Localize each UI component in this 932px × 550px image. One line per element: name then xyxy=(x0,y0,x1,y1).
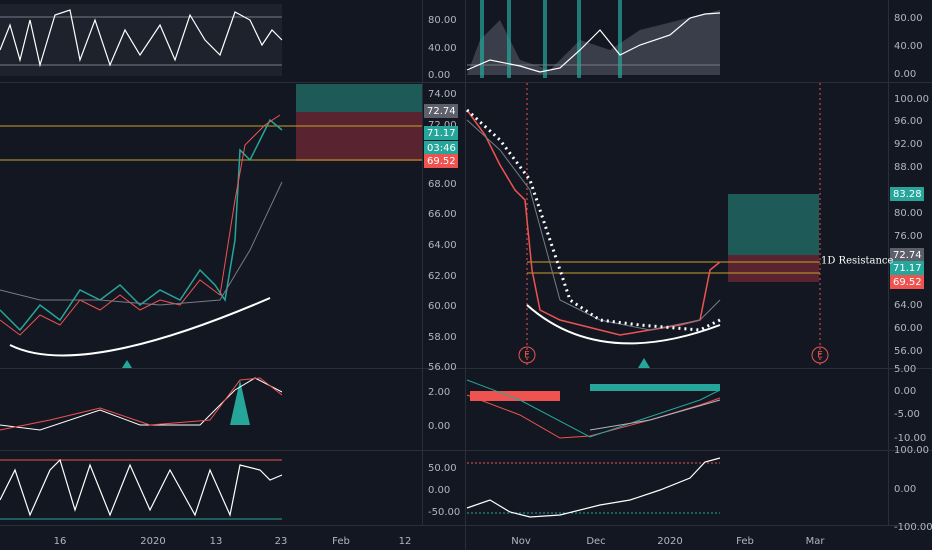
x-axis-label: 16 xyxy=(54,536,67,547)
left-chart-drawing xyxy=(0,4,422,520)
axis-label: 80.00 xyxy=(894,208,923,219)
axis-label: 68.00 xyxy=(428,179,457,190)
price-tag-label: 72.74 xyxy=(893,250,922,261)
price-tag-label: 71.17 xyxy=(427,128,456,139)
axis-label: -50.00 xyxy=(428,507,460,518)
price-tag-label: 69.52 xyxy=(893,277,922,288)
annotation: 1D Resistance xyxy=(821,256,893,267)
x-axis-label: Feb xyxy=(736,536,754,547)
axis-label: 72.00 xyxy=(428,120,457,131)
price-tag xyxy=(424,154,458,168)
price-tag-label: 83.28 xyxy=(893,189,922,200)
event-marker: E xyxy=(817,351,823,361)
axis-label: 80.00 xyxy=(894,13,923,24)
axis-label: 40.00 xyxy=(894,41,923,52)
x-axis-label: 12 xyxy=(399,536,412,547)
x-axis-label: Dec xyxy=(586,536,605,547)
axis-label: 0.00 xyxy=(428,70,450,81)
axis-label: 0.00 xyxy=(894,69,916,80)
x-axis-label: 2020 xyxy=(140,536,165,547)
price-tag xyxy=(890,248,924,262)
x-axis-label: 2020 xyxy=(657,536,682,547)
axis-label: -100.00 xyxy=(894,522,932,533)
axis-label: 56.00 xyxy=(894,346,923,357)
axis-label: 40.00 xyxy=(428,43,457,54)
axis-label: 100.00 xyxy=(894,94,929,105)
axis-label: 60.00 xyxy=(428,301,457,312)
axis-label: 58.00 xyxy=(428,332,457,343)
x-axis-label: 23 xyxy=(275,536,288,547)
price-tag-label: 72.74 xyxy=(427,106,456,117)
price-tag xyxy=(424,141,458,155)
price-tag xyxy=(890,261,924,275)
price-tag xyxy=(890,187,924,201)
axis-label: -5.00 xyxy=(894,409,920,420)
axis-label: 0.00 xyxy=(894,484,916,495)
axis-label: 0.00 xyxy=(894,386,916,397)
axis-label: 80.00 xyxy=(428,15,457,26)
axis-label: 96.00 xyxy=(894,116,923,127)
axis-label: 5.00 xyxy=(894,364,916,375)
axis-label: 92.00 xyxy=(894,139,923,150)
axis-label: 62.00 xyxy=(428,271,457,282)
labels: 80.00 40.00 0.00 74.00 72.00 68.00 66.00 64.00 6… xyxy=(54,13,932,547)
x-axis-label: Nov xyxy=(511,536,531,547)
axis-label: 0.00 xyxy=(428,421,450,432)
axis-label: 66.00 xyxy=(428,209,457,220)
axis-label: 60.00 xyxy=(894,323,923,334)
axis-label: -10.00 xyxy=(894,433,926,444)
price-tag-label: 71.17 xyxy=(893,263,922,274)
axis-label: 56.00 xyxy=(428,362,457,373)
axis-label: 88.00 xyxy=(894,162,923,173)
axis-label: 50.00 xyxy=(428,463,457,474)
x-axis-label: 13 xyxy=(210,536,223,547)
axis-label: 64.00 xyxy=(894,300,923,311)
axis-label: 76.00 xyxy=(894,231,923,242)
axis-label: 2.00 xyxy=(428,387,450,398)
axis-label: 74.00 xyxy=(428,89,457,100)
axis-label: 0.00 xyxy=(428,485,450,496)
price-tag xyxy=(424,104,458,118)
event-marker: E xyxy=(524,351,530,361)
x-axis-label: Mar xyxy=(806,536,826,547)
x-axis-label: Feb xyxy=(332,536,350,547)
axis-label: 100.00 xyxy=(894,445,929,456)
axis-label: 64.00 xyxy=(428,240,457,251)
price-tag-label: 69.52 xyxy=(427,156,456,167)
price-tag xyxy=(890,275,924,289)
price-tag xyxy=(424,126,458,140)
price-tag-label: 03:46 xyxy=(427,143,456,154)
right-chart-drawing xyxy=(465,0,829,518)
